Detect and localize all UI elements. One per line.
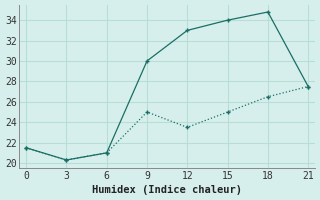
X-axis label: Humidex (Indice chaleur): Humidex (Indice chaleur): [92, 185, 242, 195]
